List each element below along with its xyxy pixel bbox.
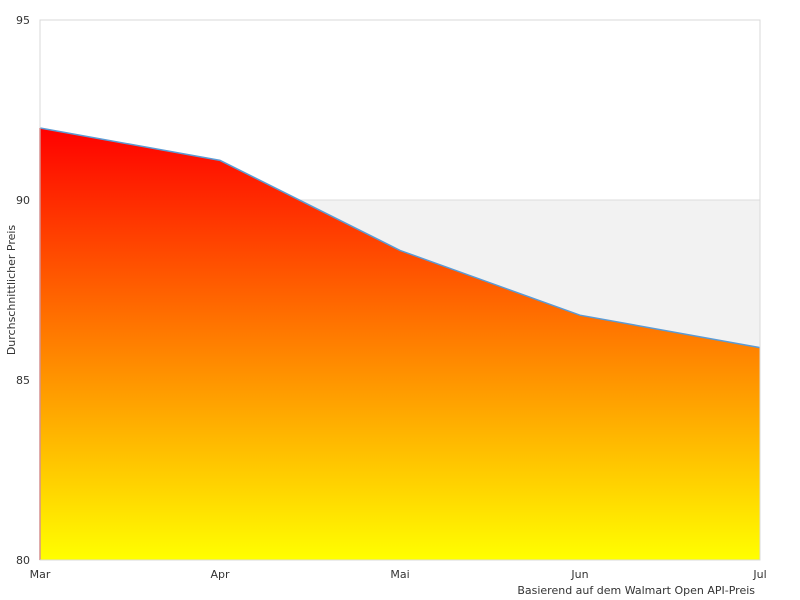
- y-tick-label: 80: [16, 554, 30, 567]
- x-tick-label: Apr: [210, 568, 230, 581]
- y-tick-label: 90: [16, 194, 30, 207]
- x-tick-label: Jul: [752, 568, 766, 581]
- x-tick-label: Mar: [30, 568, 51, 581]
- y-axis-title: Durchschnittlicher Preis: [5, 225, 18, 356]
- area-fill: [40, 128, 760, 560]
- y-tick-label: 85: [16, 374, 30, 387]
- series-line: [39, 127, 761, 349]
- plot-frame: [39, 19, 761, 561]
- footnote: Basierend auf dem Walmart Open API-Preis: [517, 584, 755, 597]
- y-tick-label: 95: [16, 14, 30, 27]
- x-tick-label: Mai: [390, 568, 409, 581]
- x-tick-label: Jun: [570, 568, 588, 581]
